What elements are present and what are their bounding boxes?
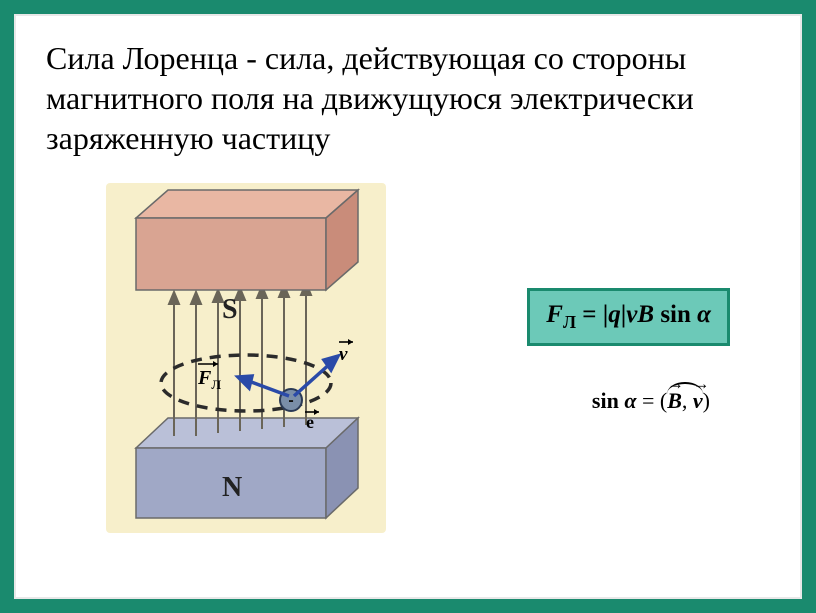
angle-B: B bbox=[667, 388, 682, 414]
svg-text:e: e bbox=[306, 412, 314, 432]
formula-q: q bbox=[608, 301, 621, 328]
formula-eq: = | bbox=[576, 301, 608, 328]
formula-alpha: α bbox=[697, 301, 711, 328]
formula-box: FЛ = |q|vB sin α bbox=[527, 288, 730, 346]
magnet-bottom-label: N bbox=[222, 472, 242, 503]
angle-definition: sin α = (B, v) bbox=[592, 388, 710, 414]
angle-eq: = ( bbox=[636, 388, 667, 413]
formula-sin: sin bbox=[654, 301, 697, 328]
lorentz-diagram: N S bbox=[96, 178, 396, 538]
formula-F: F bbox=[546, 301, 563, 328]
angle-v: v bbox=[693, 388, 703, 414]
formula-B: B bbox=[637, 301, 654, 328]
angle-sin: sin bbox=[592, 388, 624, 413]
formula-sub: Л bbox=[563, 312, 576, 332]
angle-alpha: α bbox=[624, 388, 636, 413]
svg-text:v: v bbox=[339, 344, 348, 365]
heading-text: Сила Лоренца - сила, действующая со стор… bbox=[46, 38, 770, 158]
slide-frame: Сила Лоренца - сила, действующая со стор… bbox=[14, 14, 802, 599]
formula-v: v bbox=[626, 301, 637, 328]
content-area: N S bbox=[46, 178, 770, 558]
magnet-bottom: N bbox=[136, 418, 358, 518]
angle-comma: , bbox=[682, 388, 693, 413]
magnet-top-label: S bbox=[222, 294, 238, 325]
